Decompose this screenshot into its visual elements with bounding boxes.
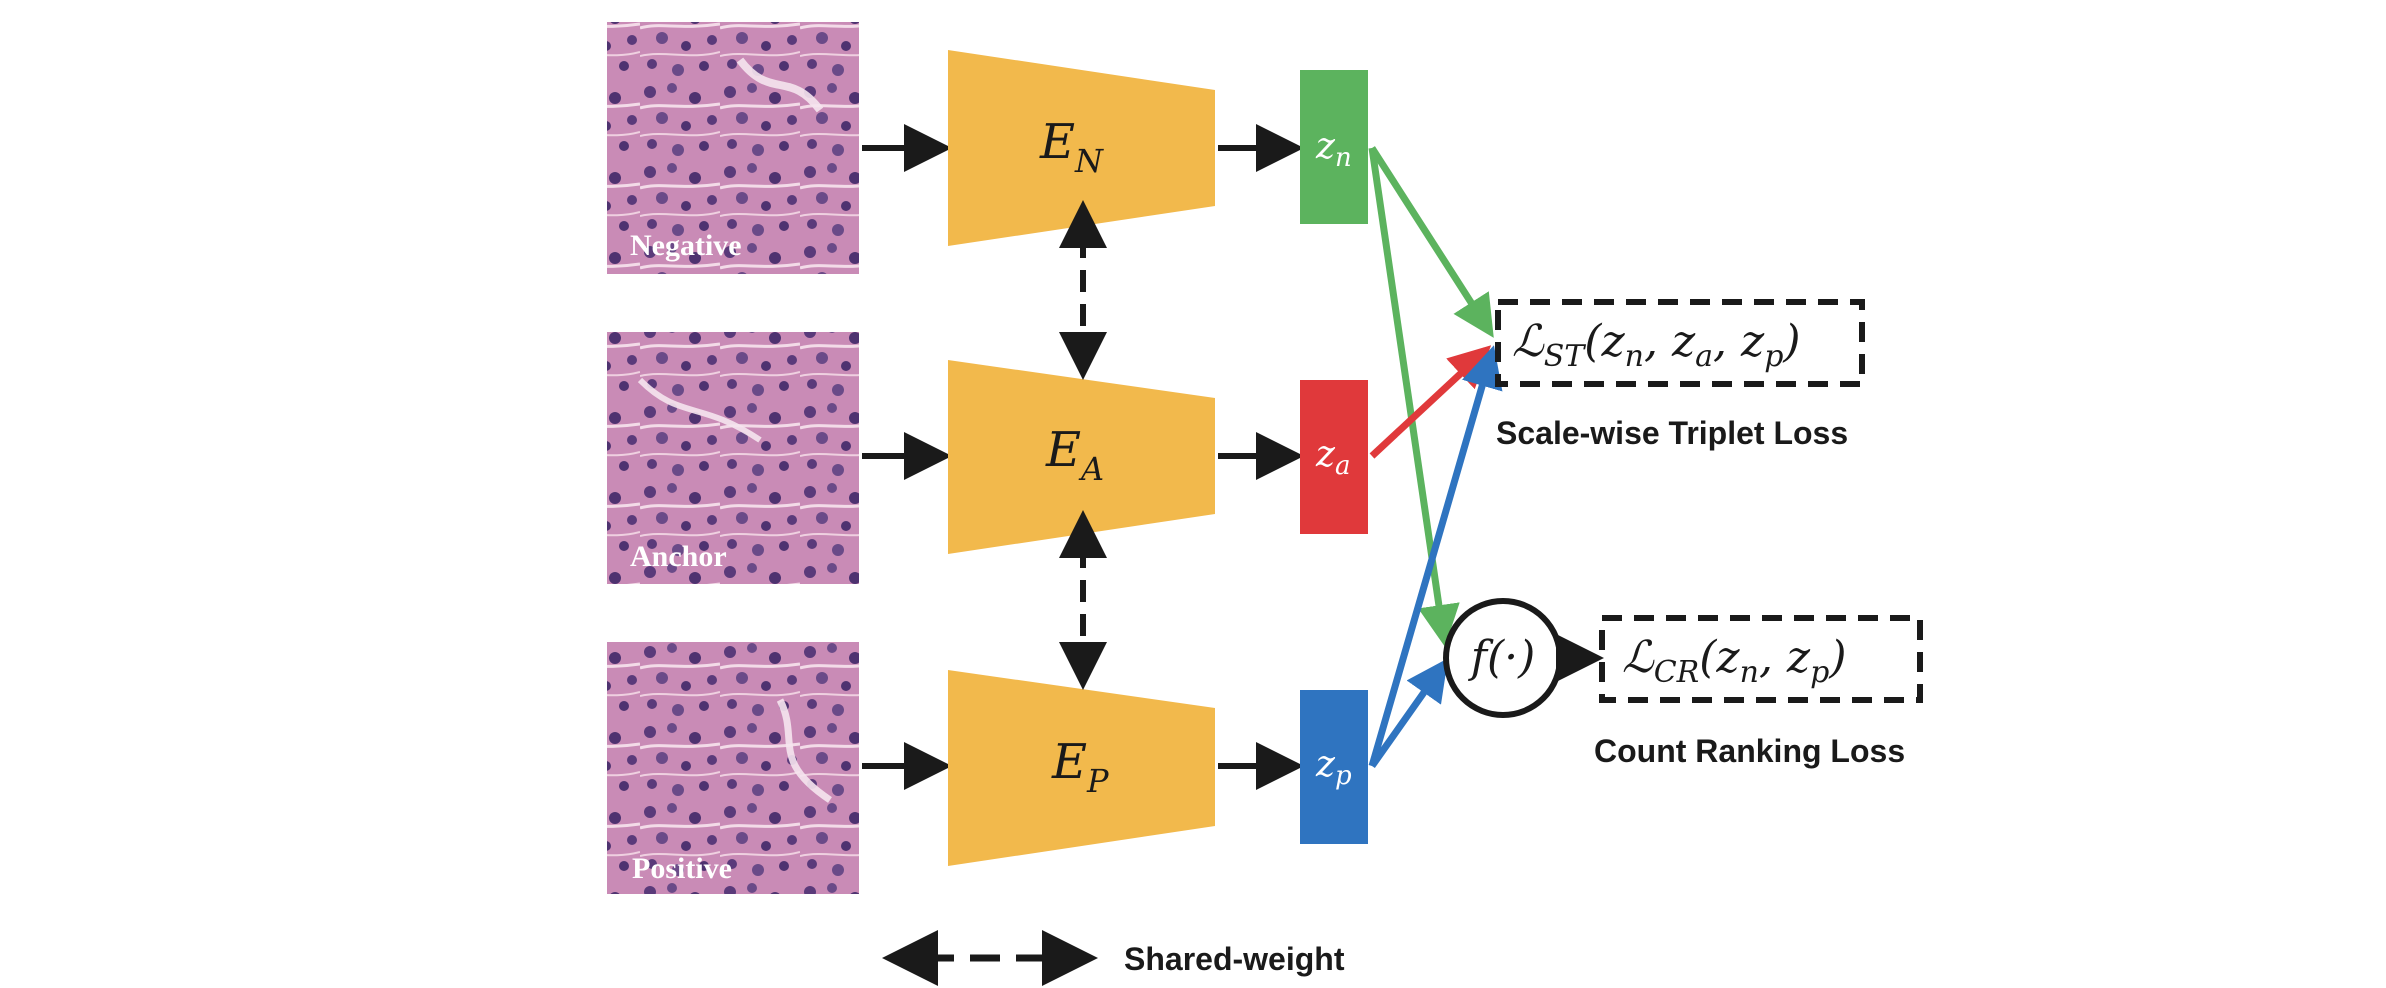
embedding-anchor: za [1300, 380, 1368, 534]
encoder-positive: EP [948, 670, 1215, 866]
patch-negative: Negative [607, 22, 859, 274]
patch-positive: Positive [607, 642, 859, 894]
patch-label-positive: Positive [632, 852, 732, 885]
ranking-loss-caption: Count Ranking Loss [1594, 733, 1905, 769]
function-node-label: f(·) [1468, 632, 1536, 683]
embedding-positive: zp [1300, 690, 1368, 844]
svg-text:zp: zp [1315, 744, 1352, 791]
legend: Shared-weight [882, 930, 1345, 986]
encoder-anchor: EA [948, 360, 1215, 554]
triplet-loss-caption: Scale-wise Triplet Loss [1496, 415, 1848, 451]
encoder-negative: EN [948, 50, 1215, 246]
svg-text:ℒCR(zn, zp): ℒCR(zn, zp) [1622, 632, 1847, 690]
svg-text:EN: EN [1039, 114, 1104, 180]
svg-text:EP: EP [1051, 734, 1109, 800]
input-arrows [862, 124, 952, 790]
ranking-loss-box: ℒCR(zn, zp) [1599, 615, 1923, 703]
function-node: f(·) [1443, 598, 1563, 718]
embedding-negative: zn [1300, 70, 1368, 224]
svg-text:za: za [1315, 434, 1350, 481]
loss-connections [1368, 146, 1503, 769]
output-arrows [1218, 124, 1304, 790]
svg-text:EA: EA [1045, 422, 1104, 488]
triplet-loss-box: ℒST(zn, za, zp) [1495, 299, 1865, 387]
patch-label-anchor: Anchor [630, 540, 727, 573]
connection-zp-to-triplet [1368, 345, 1503, 767]
legend-shared-weight-label: Shared-weight [1124, 941, 1345, 977]
patch-anchor: Anchor [607, 332, 859, 584]
svg-text:zn: zn [1315, 126, 1352, 173]
connection-zn-to-triplet [1369, 146, 1494, 338]
connection-zp-to-function [1369, 658, 1449, 769]
svg-text:ℒST(zn, za, zp): ℒST(zn, za, zp) [1512, 316, 1801, 374]
patch-label-negative: Negative [630, 229, 742, 262]
